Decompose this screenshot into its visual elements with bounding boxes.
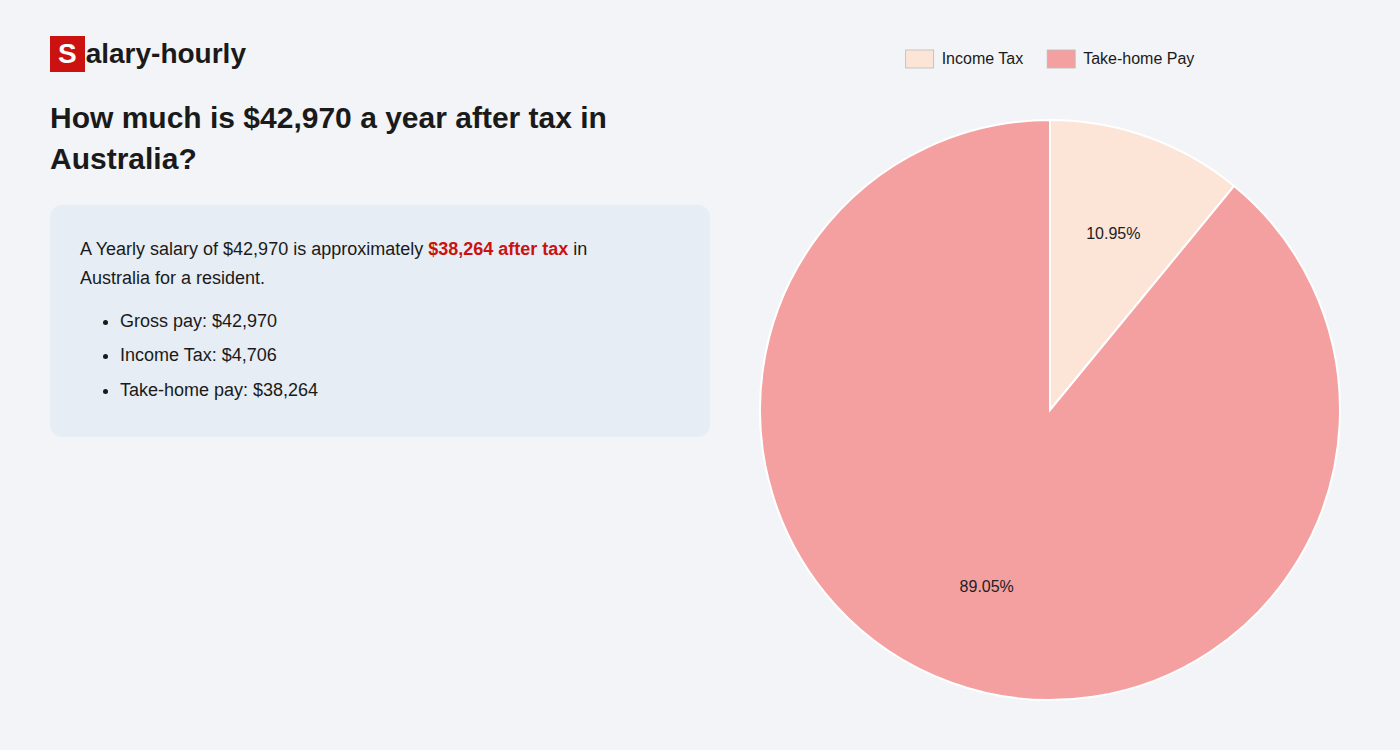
- summary-highlight: $38,264 after tax: [428, 239, 568, 259]
- legend-item: Income Tax: [906, 50, 1024, 68]
- bullet-item: Income Tax: $4,706: [120, 341, 680, 370]
- legend-item: Take-home Pay: [1047, 50, 1194, 68]
- slice-labels: 10.95% 89.05%: [960, 225, 1141, 595]
- legend-swatch: [906, 50, 934, 68]
- summary-text: in: [568, 239, 587, 259]
- legend: Income Tax Take-home Pay: [906, 50, 1195, 68]
- title: How much is $42,970 a year after tax in …: [50, 98, 710, 179]
- legend-label: Take-home Pay: [1083, 50, 1194, 67]
- logo: Salary-hourly: [50, 36, 710, 72]
- info-panel: Salary-hourly How much is $42,970 a year …: [50, 36, 710, 437]
- bullet-item: Take-home pay: $38,264: [120, 376, 680, 405]
- summary-text: A Yearly salary of $42,970 is approximat…: [80, 239, 428, 259]
- legend-swatch: [1047, 50, 1075, 68]
- slice-label: 89.05%: [960, 578, 1014, 595]
- summary: A Yearly salary of $42,970 is approximat…: [80, 235, 680, 293]
- slices: [760, 120, 1340, 700]
- logo-text: alary-hourly: [86, 38, 246, 70]
- info-box: A Yearly salary of $42,970 is approximat…: [50, 205, 710, 437]
- pie-chart: Income Tax Take-home Pay 10.95% 89.05%: [730, 20, 1370, 730]
- bullet-list: Gross pay: $42,970 Income Tax: $4,706 Take…: [80, 307, 680, 405]
- pie-slice: [760, 120, 1340, 700]
- logo-mark: S: [50, 36, 85, 72]
- summary-text: Australia for a resident.: [80, 268, 265, 288]
- legend-label: Income Tax: [942, 50, 1024, 67]
- slice-label: 10.95%: [1086, 225, 1140, 242]
- bullet-item: Gross pay: $42,970: [120, 307, 680, 336]
